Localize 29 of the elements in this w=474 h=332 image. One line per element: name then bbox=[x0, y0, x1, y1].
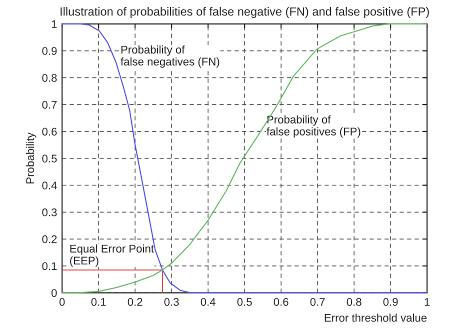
chart-title: Illustration of probabilities of false negative (FN) and false positive (FP) bbox=[60, 7, 429, 18]
x-tick-label: 0.6 bbox=[274, 298, 288, 306]
y-axis-title: Probability bbox=[26, 132, 36, 184]
x-axis-title: Error threshold value bbox=[324, 314, 427, 322]
y-tick-label: 0.2 bbox=[42, 235, 57, 244]
y-tick-label: 0.3 bbox=[42, 208, 57, 216]
series-label: Probability of false negatives (FN) bbox=[120, 45, 220, 68]
x-tick-label: 0.2 bbox=[128, 298, 142, 306]
x-tick-label: 0.7 bbox=[310, 298, 325, 306]
line-series bbox=[62, 23, 428, 294]
y-tick-label: 1 bbox=[52, 20, 57, 28]
y-tick-label: 0.6 bbox=[42, 128, 57, 136]
y-tick-label: 0.5 bbox=[42, 154, 57, 162]
x-tick-label: 0.4 bbox=[200, 298, 216, 306]
x-tick-label: 0.9 bbox=[383, 298, 398, 306]
x-tick-label: 0.5 bbox=[237, 298, 252, 306]
x-tick-label: 0 bbox=[59, 298, 65, 306]
y-tick-label: 0.1 bbox=[42, 262, 57, 270]
series-label: Probability of false positives (FP) bbox=[266, 115, 360, 138]
x-tick-label: 0.3 bbox=[164, 298, 179, 306]
x-tick-label: 0.8 bbox=[346, 298, 362, 306]
x-tick-label: 1 bbox=[424, 298, 430, 306]
y-tick-label: 0.8 bbox=[42, 74, 57, 82]
y-tick-label: 0.4 bbox=[42, 182, 57, 190]
x-tick-label: 0.1 bbox=[91, 298, 106, 306]
annotation: Equal Error Point (EEP) bbox=[70, 244, 154, 267]
y-tick-label: 0.7 bbox=[42, 100, 57, 109]
y-tick-label: 0 bbox=[51, 289, 57, 297]
y-tick-label: 0.9 bbox=[42, 47, 57, 55]
